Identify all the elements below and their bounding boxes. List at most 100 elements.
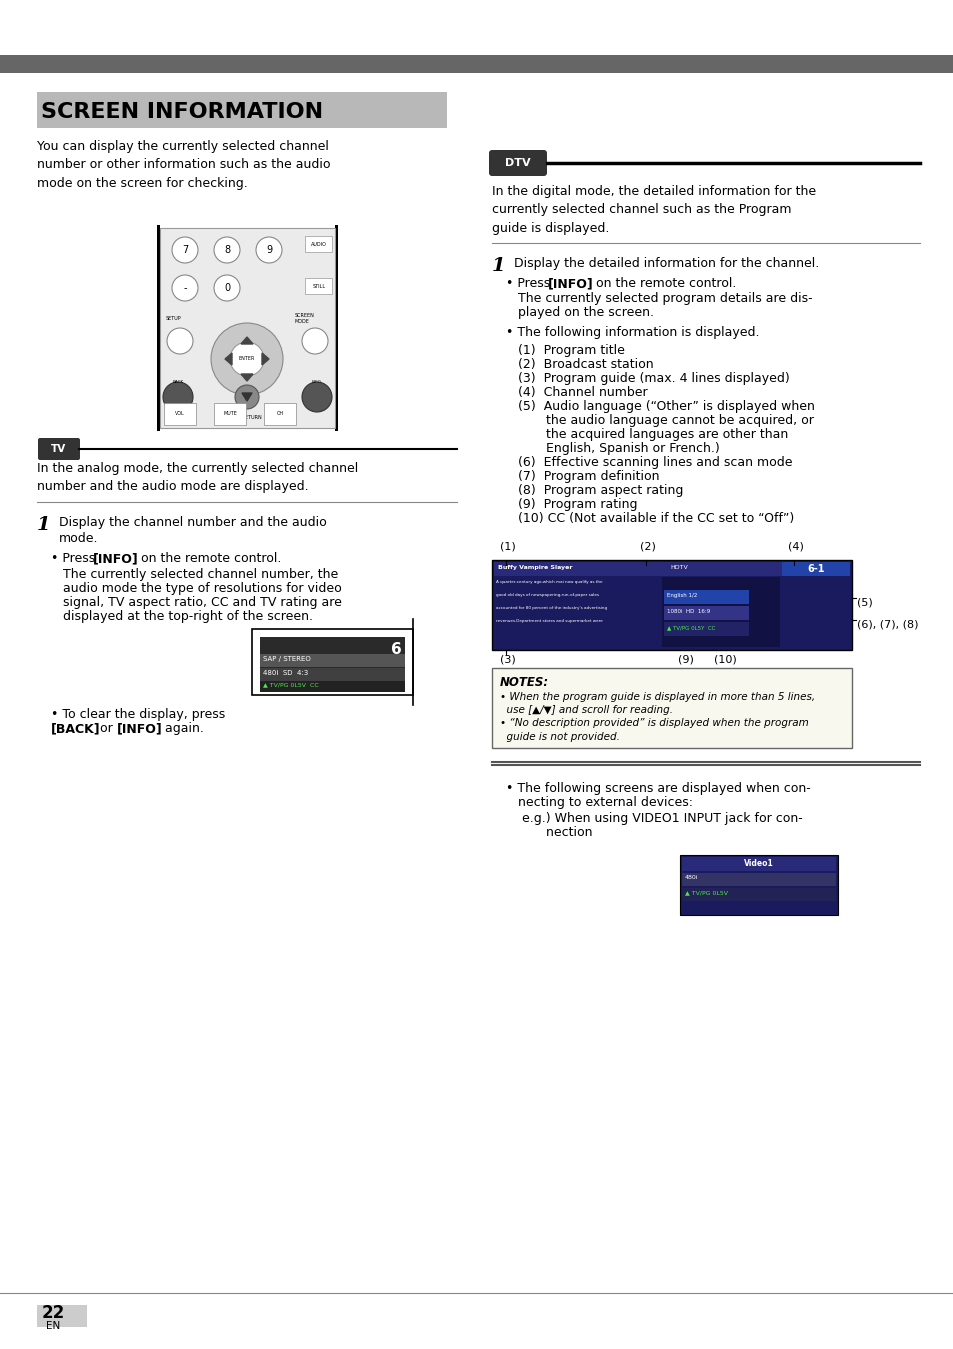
Polygon shape <box>225 353 232 366</box>
Text: 8: 8 <box>224 246 230 255</box>
Text: TV: TV <box>51 444 67 455</box>
Circle shape <box>302 328 328 353</box>
Text: [INFO]: [INFO] <box>92 552 138 565</box>
Text: (3)  Program guide (max. 4 lines displayed): (3) Program guide (max. 4 lines displaye… <box>517 372 789 384</box>
Bar <box>252 629 413 695</box>
FancyBboxPatch shape <box>489 150 546 175</box>
Circle shape <box>167 328 193 353</box>
Polygon shape <box>241 374 253 380</box>
Bar <box>260 668 405 681</box>
Circle shape <box>163 382 193 411</box>
Text: CH RETURN: CH RETURN <box>233 415 261 420</box>
Circle shape <box>172 275 198 301</box>
Text: 6-1: 6-1 <box>806 564 824 575</box>
Polygon shape <box>241 337 253 344</box>
Text: nection: nection <box>521 826 592 839</box>
Text: necting to external devices:: necting to external devices: <box>517 796 692 809</box>
Bar <box>681 873 835 886</box>
Text: VOL: VOL <box>175 411 185 417</box>
Text: (10): (10) <box>713 656 736 665</box>
Text: (5): (5) <box>856 598 872 608</box>
Bar <box>681 857 835 871</box>
Text: BACK: BACK <box>172 380 183 384</box>
Bar <box>157 225 160 430</box>
Text: Display the channel number and the audio: Display the channel number and the audio <box>59 517 327 529</box>
Text: or: or <box>96 722 116 735</box>
Text: A quarter-century ago,which mai now qualify as the: A quarter-century ago,which mai now qual… <box>496 580 602 584</box>
Text: (6)  Effective scanning lines and scan mode: (6) Effective scanning lines and scan mo… <box>517 456 792 469</box>
Bar <box>264 403 295 425</box>
Circle shape <box>213 237 240 263</box>
Bar <box>494 577 659 648</box>
Text: EN: EN <box>46 1321 60 1331</box>
Text: signal, TV aspect ratio, CC and TV rating are: signal, TV aspect ratio, CC and TV ratin… <box>63 596 341 608</box>
Text: AUDIO: AUDIO <box>311 241 327 247</box>
Circle shape <box>234 384 258 409</box>
Text: [BACK]: [BACK] <box>51 722 100 735</box>
Text: NOTES:: NOTES: <box>499 676 549 689</box>
Bar <box>663 590 748 604</box>
Text: displayed at the top-right of the screen.: displayed at the top-right of the screen… <box>63 610 313 623</box>
Text: INFO: INFO <box>312 380 321 384</box>
Circle shape <box>255 237 282 263</box>
Bar <box>305 278 332 294</box>
Text: SCREEN
MODE: SCREEN MODE <box>294 313 314 324</box>
Text: again.: again. <box>161 722 204 735</box>
Text: (7)  Program definition: (7) Program definition <box>517 469 659 483</box>
Text: (2)  Broadcast station: (2) Broadcast station <box>517 357 653 371</box>
Bar <box>663 606 748 621</box>
Bar <box>335 225 337 430</box>
Bar <box>492 668 851 747</box>
Text: • The following screens are displayed when con-: • The following screens are displayed wh… <box>505 782 810 795</box>
Text: -: - <box>183 283 187 293</box>
Text: good old days of newspapering,run-of-paper sales: good old days of newspapering,run-of-pap… <box>496 594 598 598</box>
FancyBboxPatch shape <box>38 438 80 460</box>
Bar <box>260 637 405 687</box>
Text: DTV: DTV <box>505 158 530 169</box>
Text: played on the screen.: played on the screen. <box>517 306 654 318</box>
Text: SCREEN INFORMATION: SCREEN INFORMATION <box>41 103 323 121</box>
Bar <box>213 403 246 425</box>
Text: accounted for 80 percent of the industry's advertising: accounted for 80 percent of the industry… <box>496 606 606 610</box>
Circle shape <box>230 343 264 376</box>
Text: ▲ TV/PG 0L5V  CC: ▲ TV/PG 0L5V CC <box>263 683 318 687</box>
Text: HDTV: HDTV <box>669 565 687 571</box>
Text: You can display the currently selected channel
number or other information such : You can display the currently selected c… <box>37 140 330 190</box>
Text: 1080i  HD  16:9: 1080i HD 16:9 <box>666 608 709 614</box>
Circle shape <box>302 382 332 411</box>
Text: • Press: • Press <box>505 277 554 290</box>
Bar <box>681 888 835 901</box>
Text: revenues.Department stores and supermarket were: revenues.Department stores and supermark… <box>496 619 602 623</box>
Polygon shape <box>242 393 252 401</box>
Bar <box>494 563 849 576</box>
Bar <box>492 560 851 650</box>
Circle shape <box>211 322 283 395</box>
Text: (4): (4) <box>787 542 803 552</box>
Text: [INFO]: [INFO] <box>547 277 593 290</box>
Circle shape <box>172 237 198 263</box>
Text: In the analog mode, the currently selected channel
number and the audio mode are: In the analog mode, the currently select… <box>37 461 358 494</box>
Text: English, Spanish or French.): English, Spanish or French.) <box>517 442 719 455</box>
Text: MUTE: MUTE <box>223 411 236 417</box>
Text: on the remote control.: on the remote control. <box>592 277 736 290</box>
Text: • Press: • Press <box>51 552 99 565</box>
Text: (9)  Program rating: (9) Program rating <box>517 498 637 511</box>
Text: The currently selected program details are dis-: The currently selected program details a… <box>517 291 812 305</box>
Text: Video1: Video1 <box>743 859 773 869</box>
Bar <box>260 681 405 692</box>
Bar <box>679 855 837 915</box>
Text: STILL: STILL <box>313 285 325 289</box>
Text: audio mode the type of resolutions for video: audio mode the type of resolutions for v… <box>63 581 341 595</box>
Text: The currently selected channel number, the: The currently selected channel number, t… <box>63 568 338 581</box>
Text: SETUP: SETUP <box>166 316 181 321</box>
Text: • The following information is displayed.: • The following information is displayed… <box>505 326 759 339</box>
Text: ▲ TV/PG 0L5Y  CC: ▲ TV/PG 0L5Y CC <box>666 625 715 630</box>
Text: (1)  Program title: (1) Program title <box>517 344 624 357</box>
Text: 480i  SD  4:3: 480i SD 4:3 <box>263 670 308 676</box>
Bar <box>661 577 780 648</box>
Text: 1: 1 <box>37 517 51 534</box>
Bar <box>260 654 405 666</box>
Text: 1: 1 <box>492 258 505 275</box>
Text: (3): (3) <box>499 656 516 665</box>
Text: Buffy Vampire Slayer: Buffy Vampire Slayer <box>497 565 572 571</box>
